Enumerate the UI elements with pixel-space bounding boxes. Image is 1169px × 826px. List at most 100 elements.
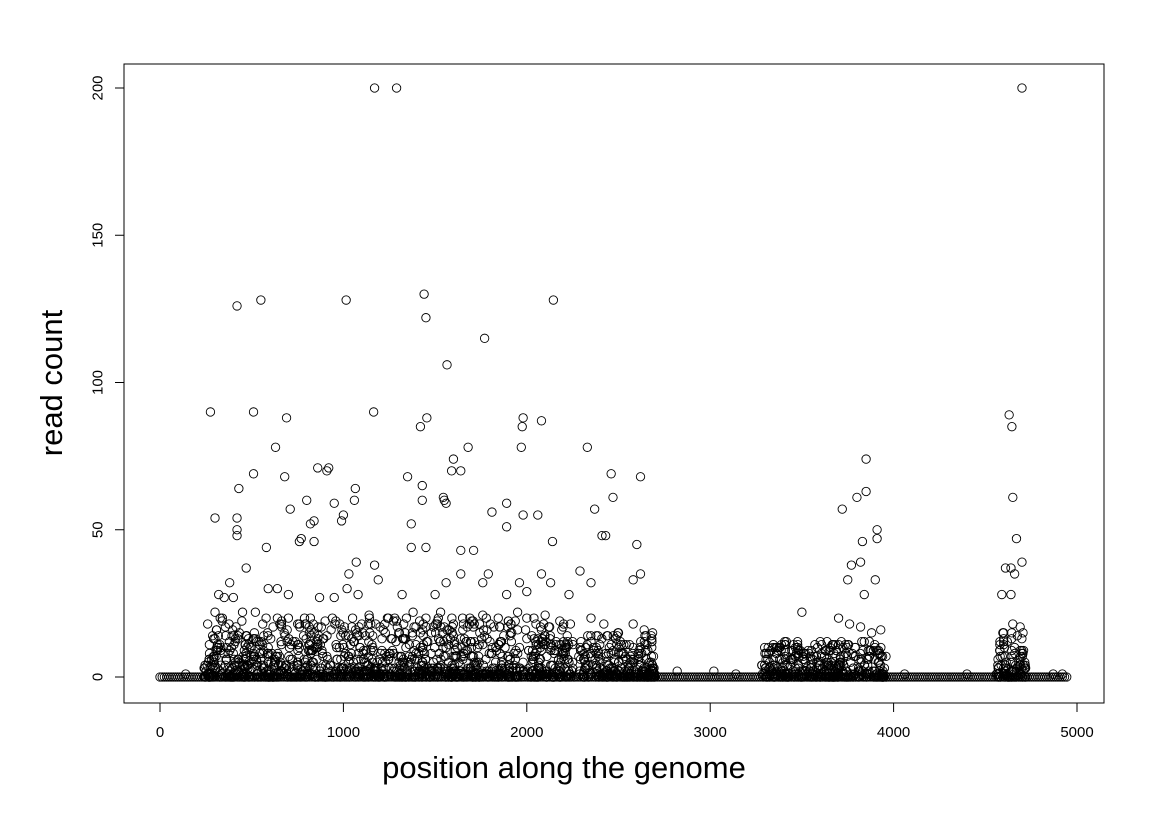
data-point — [639, 625, 649, 635]
data-point — [364, 637, 374, 647]
data-point — [540, 631, 550, 641]
data-point — [586, 631, 596, 641]
data-point — [825, 672, 835, 682]
data-point — [531, 619, 541, 629]
data-point — [760, 648, 770, 659]
data-point — [529, 634, 539, 644]
data-point — [843, 639, 854, 650]
data-point — [1017, 557, 1027, 567]
data-point — [215, 672, 225, 682]
data-point — [413, 654, 423, 664]
data-point — [343, 631, 353, 641]
data-point — [522, 613, 532, 623]
data-point — [455, 660, 465, 670]
data-point — [633, 648, 644, 659]
data-point — [539, 619, 549, 629]
data-point — [1015, 651, 1026, 662]
data-point — [873, 657, 883, 667]
data-point — [826, 645, 836, 656]
data-point — [352, 654, 362, 664]
data-point — [635, 472, 646, 482]
data-point — [452, 651, 462, 662]
data-point — [614, 642, 624, 653]
data-point — [313, 672, 324, 682]
data-point — [601, 530, 611, 541]
data-point — [441, 578, 451, 588]
data-point — [636, 637, 646, 647]
data-point — [617, 672, 628, 682]
data-point — [248, 469, 259, 479]
data-point — [530, 648, 540, 659]
data-point — [790, 642, 801, 653]
x-tick-label: 5000 — [1060, 724, 1093, 741]
data-point — [203, 619, 213, 629]
data-point — [647, 637, 657, 647]
data-point — [233, 634, 243, 644]
data-point — [538, 669, 548, 679]
data-point — [240, 672, 250, 682]
data-point — [282, 625, 292, 635]
data-point — [205, 407, 216, 417]
data-point — [295, 622, 305, 632]
data-point — [272, 651, 282, 662]
x-tick-label: 1000 — [327, 724, 360, 741]
data-point — [466, 642, 477, 653]
data-point — [876, 651, 886, 662]
data-point — [401, 613, 412, 623]
data-point — [306, 631, 316, 641]
data-point — [998, 663, 1009, 673]
data-point — [622, 666, 633, 676]
data-point — [489, 622, 499, 632]
data-point — [204, 654, 214, 664]
data-point — [833, 613, 844, 623]
data-point — [574, 666, 585, 676]
data-point — [603, 648, 614, 659]
data-point — [636, 666, 647, 676]
data-point — [371, 619, 381, 629]
data-point — [367, 639, 377, 650]
data-point — [359, 669, 369, 679]
data-point — [582, 442, 592, 452]
data-point — [768, 669, 778, 679]
data-point — [496, 660, 507, 670]
data-point — [962, 669, 972, 679]
data-point — [296, 533, 306, 544]
data-point — [387, 634, 397, 644]
data-point — [590, 504, 600, 514]
data-point — [625, 669, 635, 679]
data-point — [780, 669, 790, 679]
data-point — [471, 672, 481, 682]
data-point — [357, 619, 367, 629]
data-point — [275, 657, 286, 667]
data-point — [509, 648, 519, 659]
data-point — [302, 666, 313, 676]
data-point — [329, 592, 339, 603]
data-point — [258, 619, 268, 629]
data-point — [1048, 669, 1058, 679]
data-point — [1012, 631, 1023, 641]
data-point — [345, 669, 355, 679]
data-point — [447, 613, 457, 623]
data-point — [855, 557, 866, 567]
data-point — [838, 642, 848, 653]
data-point — [544, 669, 554, 679]
data-point — [404, 660, 415, 670]
data-point — [269, 672, 279, 682]
data-point — [773, 663, 783, 673]
data-point — [547, 660, 557, 670]
data-point — [228, 648, 238, 659]
data-point — [365, 628, 375, 638]
data-point — [457, 613, 468, 623]
data-point — [400, 628, 410, 638]
data-point — [1014, 660, 1025, 670]
data-point — [899, 669, 910, 679]
data-point — [493, 639, 504, 650]
data-point — [368, 657, 378, 667]
data-point — [841, 648, 851, 659]
data-point — [443, 639, 454, 650]
data-point — [462, 622, 472, 632]
data-point — [369, 560, 380, 570]
data-point — [317, 645, 327, 656]
data-point — [504, 666, 515, 676]
